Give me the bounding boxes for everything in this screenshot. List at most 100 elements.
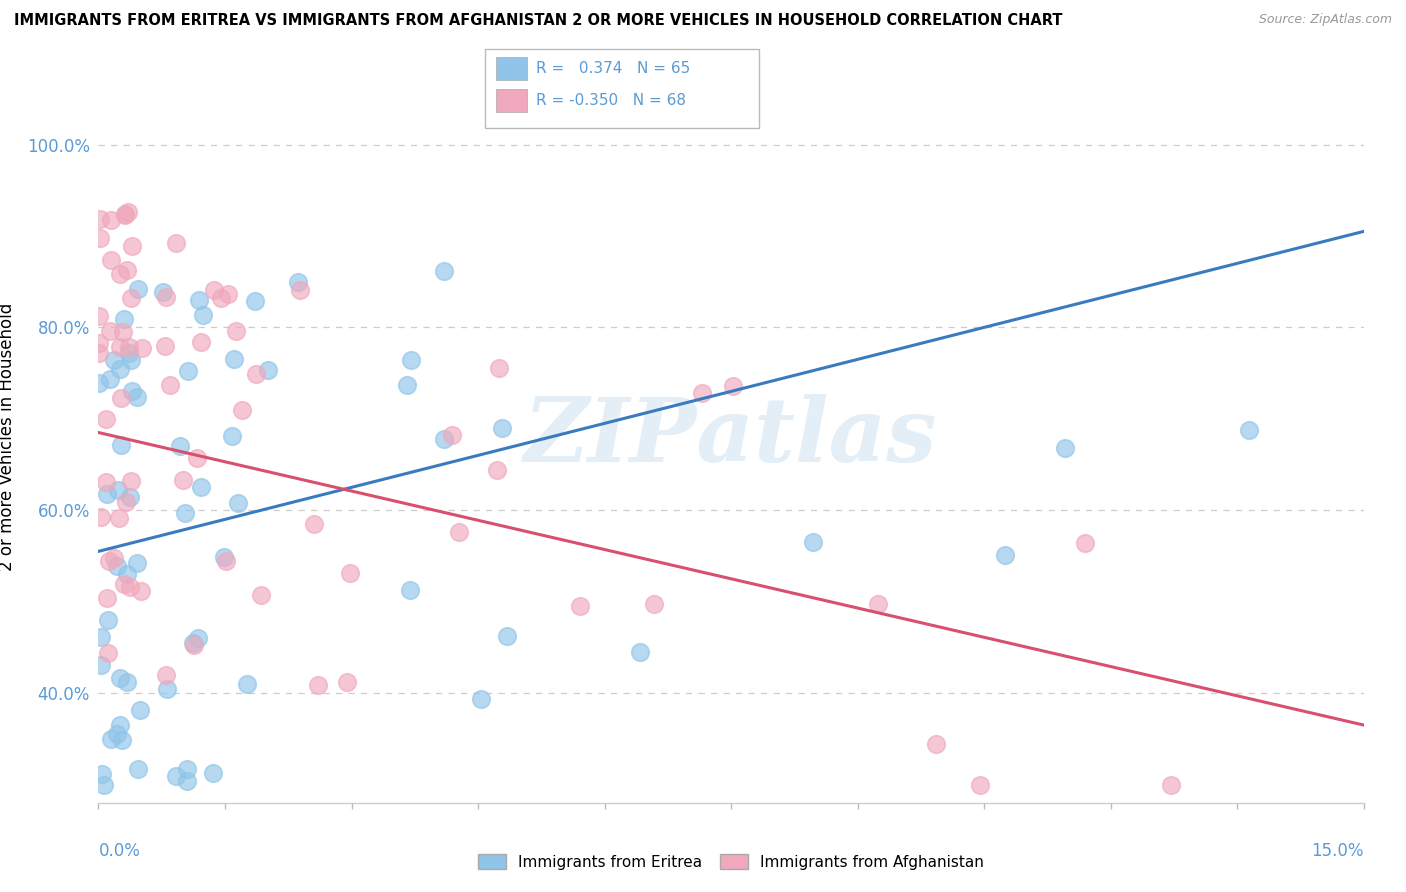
Point (169, 439, 191, 453)
Point (100, 212, 122, 227)
Point (96, 591, 118, 605)
Point (191, 309, 214, 323)
Point (131, 584, 153, 599)
Point (90, 509, 112, 524)
Point (115, 567, 138, 582)
Point (302, 517, 325, 532)
Point (115, 494, 138, 508)
Text: R = -0.350   N = 68: R = -0.350 N = 68 (536, 94, 686, 108)
Point (224, 352, 246, 367)
Point (643, 598, 665, 612)
Point (155, 681, 177, 696)
Point (131, 341, 153, 355)
Point (112, 311, 135, 326)
Point (202, 766, 225, 780)
Point (491, 421, 513, 435)
Point (121, 384, 143, 398)
Point (118, 346, 141, 360)
Point (155, 290, 177, 304)
Text: IMMIGRANTS FROM ERITREA VS IMMIGRANTS FROM AFGHANISTAN 2 OR MORE VEHICLES IN HOU: IMMIGRANTS FROM ERITREA VS IMMIGRANTS FR… (14, 13, 1063, 29)
Point (114, 207, 136, 221)
Point (925, 737, 948, 751)
Point (723, 378, 745, 392)
Point (93, 778, 115, 792)
Point (125, 556, 148, 570)
Point (172, 473, 194, 487)
Point (209, 291, 232, 305)
Point (98, 553, 121, 567)
Point (98, 372, 121, 386)
Y-axis label: 2 or more Vehicles in Household: 2 or more Vehicles in Household (0, 303, 15, 571)
Point (245, 367, 267, 381)
Text: 0.0%: 0.0% (98, 842, 141, 860)
Point (250, 588, 273, 602)
Point (108, 511, 131, 525)
Point (1074, 536, 1097, 550)
Point (215, 553, 238, 567)
Point (177, 364, 200, 378)
Point (120, 580, 142, 594)
Point (485, 463, 508, 477)
Point (398, 582, 420, 597)
Point (89, 211, 111, 226)
Point (89, 376, 111, 390)
Point (98, 324, 121, 338)
Point (118, 340, 141, 354)
Point (449, 524, 471, 539)
Point (165, 769, 187, 783)
Point (120, 490, 142, 504)
Legend: Immigrants from Eritrea, Immigrants from Afghanistan: Immigrants from Eritrea, Immigrants from… (472, 848, 990, 876)
Point (108, 341, 131, 355)
Point (108, 362, 131, 376)
Text: ZIP​atlas: ZIP​atlas (524, 394, 938, 480)
Point (103, 352, 125, 367)
Point (117, 263, 139, 277)
Point (441, 428, 464, 442)
Point (226, 496, 249, 510)
Point (399, 353, 422, 368)
Point (433, 264, 456, 278)
Point (307, 678, 329, 692)
Point (94, 411, 117, 425)
Point (174, 506, 197, 520)
Point (245, 294, 267, 309)
Point (115, 675, 138, 690)
Text: Source: ZipAtlas.com: Source: ZipAtlas.com (1258, 13, 1392, 27)
Point (1160, 778, 1182, 792)
Point (190, 480, 212, 494)
Point (202, 283, 225, 297)
Point (108, 671, 131, 685)
Point (117, 205, 139, 219)
Point (96, 475, 118, 490)
Point (111, 325, 134, 339)
Text: R =   0.374   N = 65: R = 0.374 N = 65 (536, 62, 690, 76)
Point (120, 291, 142, 305)
Point (128, 703, 150, 717)
Point (121, 238, 143, 252)
Point (110, 438, 132, 452)
Point (105, 558, 128, 573)
Point (97, 613, 120, 627)
Point (153, 339, 176, 353)
Point (290, 283, 312, 297)
Point (120, 475, 142, 489)
Point (225, 324, 247, 338)
Point (120, 353, 142, 368)
Point (155, 667, 177, 681)
Point (97, 646, 120, 660)
Point (212, 549, 235, 564)
Point (112, 577, 135, 591)
Point (217, 286, 239, 301)
Point (165, 236, 187, 251)
Point (107, 483, 129, 498)
Point (993, 549, 1015, 563)
Point (100, 253, 122, 268)
Point (176, 762, 198, 776)
Point (110, 732, 132, 747)
Point (90, 767, 112, 781)
Point (176, 773, 198, 788)
Point (125, 390, 148, 404)
Point (110, 391, 132, 405)
Point (110, 718, 132, 732)
Point (692, 386, 714, 401)
